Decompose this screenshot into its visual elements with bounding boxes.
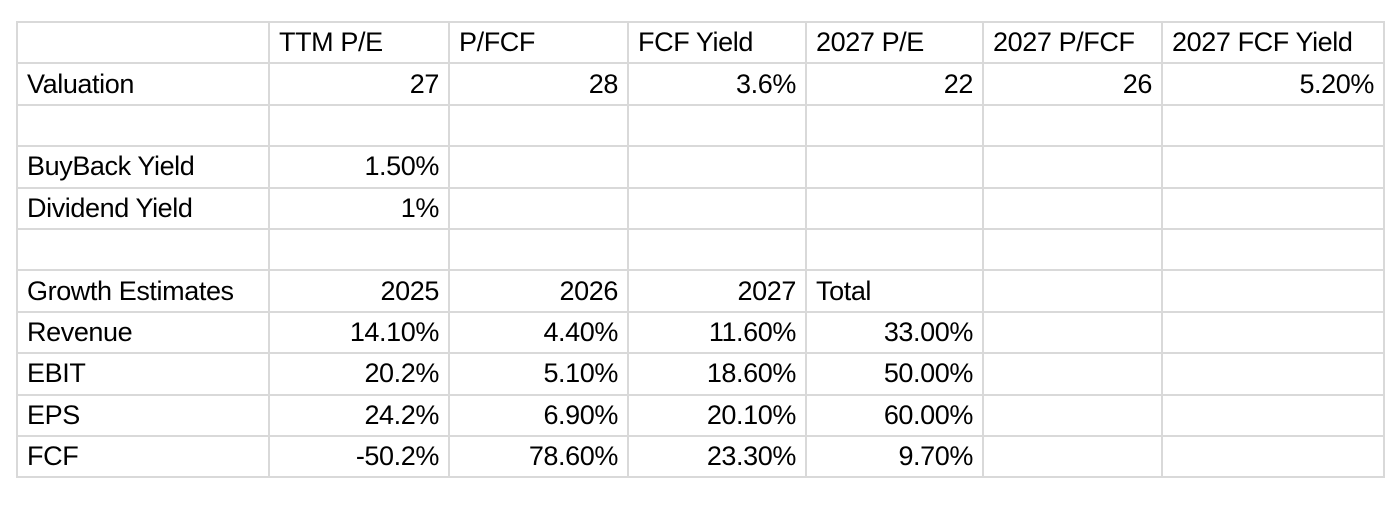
row-label-cell[interactable]: Revenue <box>16 310 270 355</box>
empty-cell[interactable] <box>805 227 984 272</box>
column-header-cell[interactable]: 2027 P/FCF <box>982 20 1163 65</box>
empty-cell[interactable] <box>627 145 807 189</box>
table-row: BuyBack Yield 1.50% <box>16 145 1385 189</box>
table-row: Valuation 27 28 3.6% 22 26 5.20% <box>16 62 1385 106</box>
empty-cell[interactable] <box>982 103 1163 148</box>
empty-cell[interactable] <box>268 227 450 272</box>
empty-cell[interactable] <box>448 186 629 230</box>
empty-cell[interactable] <box>448 145 629 189</box>
empty-cell[interactable] <box>982 227 1163 272</box>
value-cell[interactable]: 33.00% <box>805 310 984 355</box>
empty-cell[interactable] <box>982 393 1163 437</box>
spreadsheet: TTM P/E P/FCF FCF Yield 2027 P/E 2027 P/FCF 2… <box>16 20 1385 479</box>
empty-cell[interactable] <box>805 186 984 230</box>
empty-cell[interactable] <box>1161 145 1385 189</box>
value-cell[interactable]: 3.6% <box>627 62 807 106</box>
value-cell[interactable]: 6.90% <box>448 393 629 437</box>
value-cell[interactable]: 28 <box>448 62 629 106</box>
table-row: Revenue 14.10% 4.40% 11.60% 33.00% <box>16 310 1385 355</box>
empty-cell[interactable] <box>1161 352 1385 396</box>
value-cell[interactable]: 2026 <box>448 269 629 313</box>
value-cell[interactable]: 14.10% <box>268 310 450 355</box>
empty-cell[interactable] <box>982 186 1163 230</box>
empty-cell[interactable] <box>448 103 629 148</box>
value-cell[interactable]: 24.2% <box>268 393 450 437</box>
row-label-cell[interactable]: EPS <box>16 393 270 437</box>
row-label-cell[interactable]: Growth Estimates <box>16 269 270 313</box>
table-row: EPS 24.2% 6.90% 20.10% 60.00% <box>16 393 1385 437</box>
empty-cell[interactable] <box>16 103 270 148</box>
column-header-cell[interactable]: TTM P/E <box>268 20 450 65</box>
table-row: FCF -50.2% 78.60% 23.30% 9.70% <box>16 434 1385 479</box>
empty-cell[interactable] <box>1161 269 1385 313</box>
value-cell[interactable]: -50.2% <box>268 434 450 479</box>
empty-cell[interactable] <box>1161 186 1385 230</box>
empty-cell[interactable] <box>805 103 984 148</box>
value-cell[interactable]: 20.10% <box>627 393 807 437</box>
empty-cell[interactable] <box>1161 227 1385 272</box>
corner-cell[interactable] <box>16 20 270 65</box>
empty-cell[interactable] <box>1161 434 1385 479</box>
value-cell[interactable]: 27 <box>268 62 450 106</box>
row-label-cell[interactable]: Dividend Yield <box>16 186 270 230</box>
value-cell[interactable]: 1% <box>268 186 450 230</box>
table-row: Growth Estimates 2025 2026 2027 Total <box>16 269 1385 313</box>
value-cell[interactable]: Total <box>805 269 984 313</box>
value-cell[interactable]: 5.10% <box>448 352 629 396</box>
table-row <box>16 227 1385 272</box>
value-cell[interactable]: 22 <box>805 62 984 106</box>
value-cell[interactable]: 1.50% <box>268 145 450 189</box>
table-row: EBIT 20.2% 5.10% 18.60% 50.00% <box>16 352 1385 396</box>
empty-cell[interactable] <box>448 227 629 272</box>
value-cell[interactable]: 78.60% <box>448 434 629 479</box>
empty-cell[interactable] <box>627 227 807 272</box>
empty-cell[interactable] <box>1161 310 1385 355</box>
empty-cell[interactable] <box>805 145 984 189</box>
value-cell[interactable]: 18.60% <box>627 352 807 396</box>
table-row: TTM P/E P/FCF FCF Yield 2027 P/E 2027 P/FCF 2… <box>16 20 1385 65</box>
value-cell[interactable]: 2027 <box>627 269 807 313</box>
empty-cell[interactable] <box>982 310 1163 355</box>
value-cell[interactable]: 50.00% <box>805 352 984 396</box>
value-cell[interactable]: 2025 <box>268 269 450 313</box>
empty-cell[interactable] <box>1161 103 1385 148</box>
value-cell[interactable]: 5.20% <box>1161 62 1385 106</box>
value-cell[interactable]: 9.70% <box>805 434 984 479</box>
value-cell[interactable]: 11.60% <box>627 310 807 355</box>
row-label-cell[interactable]: Valuation <box>16 62 270 106</box>
column-header-cell[interactable]: 2027 FCF Yield <box>1161 20 1385 65</box>
table-row: Dividend Yield 1% <box>16 186 1385 230</box>
spreadsheet-grid: TTM P/E P/FCF FCF Yield 2027 P/E 2027 P/FCF 2… <box>16 20 1385 479</box>
empty-cell[interactable] <box>982 352 1163 396</box>
spreadsheet-body: TTM P/E P/FCF FCF Yield 2027 P/E 2027 P/FCF 2… <box>16 20 1385 479</box>
value-cell[interactable]: 23.30% <box>627 434 807 479</box>
empty-cell[interactable] <box>982 269 1163 313</box>
empty-cell[interactable] <box>982 145 1163 189</box>
row-label-cell[interactable]: BuyBack Yield <box>16 145 270 189</box>
empty-cell[interactable] <box>1161 393 1385 437</box>
empty-cell[interactable] <box>982 434 1163 479</box>
column-header-cell[interactable]: 2027 P/E <box>805 20 984 65</box>
empty-cell[interactable] <box>16 227 270 272</box>
value-cell[interactable]: 60.00% <box>805 393 984 437</box>
value-cell[interactable]: 4.40% <box>448 310 629 355</box>
row-label-cell[interactable]: FCF <box>16 434 270 479</box>
empty-cell[interactable] <box>627 186 807 230</box>
table-row <box>16 103 1385 148</box>
value-cell[interactable]: 26 <box>982 62 1163 106</box>
empty-cell[interactable] <box>268 103 450 148</box>
row-label-cell[interactable]: EBIT <box>16 352 270 396</box>
column-header-cell[interactable]: FCF Yield <box>627 20 807 65</box>
value-cell[interactable]: 20.2% <box>268 352 450 396</box>
empty-cell[interactable] <box>627 103 807 148</box>
column-header-cell[interactable]: P/FCF <box>448 20 629 65</box>
